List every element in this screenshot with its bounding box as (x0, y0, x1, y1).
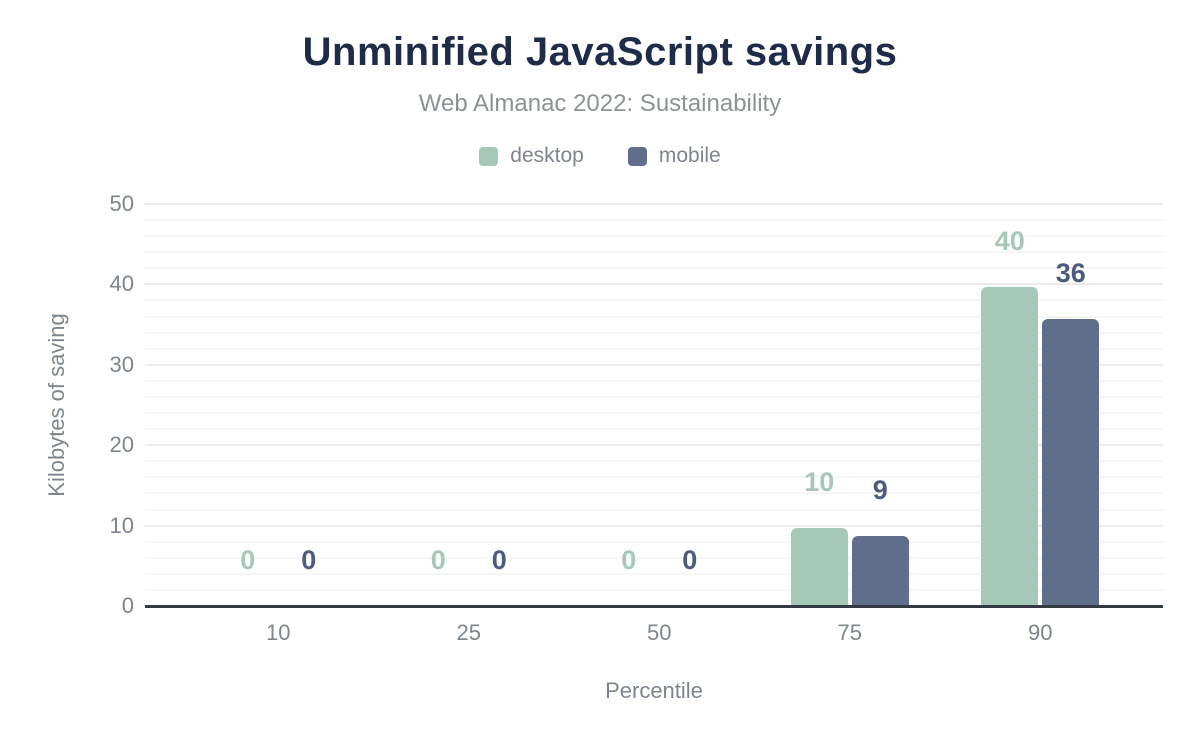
desktop-value-label: 10 (804, 467, 835, 497)
minor-gridline (145, 460, 1163, 463)
desktop-bar (981, 286, 1039, 606)
legend-label-desktop: desktop (510, 144, 584, 167)
minor-gridline (145, 572, 1163, 575)
major-gridline (145, 203, 1163, 205)
minor-gridline (145, 508, 1163, 511)
major-gridline (145, 283, 1163, 286)
minor-gridline (145, 476, 1163, 479)
chart-subtitle: Web Almanac 2022: Sustainability (418, 90, 782, 117)
mobile-value-label: 9 (872, 475, 888, 506)
desktop-value-label: 0 (240, 545, 256, 575)
y-tick-label: 0 (121, 593, 134, 618)
desktop-value-label: 0 (621, 545, 637, 575)
legend-item-mobile: mobile (627, 144, 721, 168)
x-tick-label: 25 (456, 620, 481, 645)
minor-gridline (145, 219, 1163, 222)
x-axis-line (145, 605, 1163, 608)
minor-gridline (145, 267, 1163, 270)
x-axis-title: Percentile (605, 678, 703, 703)
x-tick-label: 90 (1028, 620, 1053, 645)
legend-item-desktop: desktop (479, 144, 584, 168)
x-tick-label: 10 (266, 620, 291, 645)
minor-gridline (145, 331, 1163, 334)
desktop-value-label: 40 (994, 225, 1025, 256)
mobile-value-label: 0 (301, 545, 317, 575)
minor-gridline (145, 379, 1163, 382)
minor-gridline (145, 235, 1163, 238)
x-tick-label: 50 (647, 620, 672, 645)
minor-gridline (145, 251, 1163, 254)
major-gridline (145, 363, 1163, 366)
x-tick-label: 75 (837, 620, 862, 645)
y-tick-label: 20 (109, 432, 134, 458)
major-gridline (145, 444, 1163, 447)
legend: desktop mobile (0, 144, 1200, 168)
y-tick-label: 30 (109, 351, 134, 377)
minor-gridline (145, 315, 1163, 318)
mobile-value-label: 0 (682, 545, 698, 575)
mobile-bar (851, 536, 909, 606)
chart-title: Unminified JavaScript savings (302, 30, 898, 74)
minor-gridline (145, 299, 1163, 302)
minor-gridline (145, 428, 1163, 431)
mobile-value-label: 36 (1055, 257, 1086, 288)
mobile-swatch-icon (627, 146, 647, 166)
minor-gridline (145, 556, 1163, 559)
desktop-swatch-icon (479, 146, 499, 166)
desktop-bar (790, 528, 848, 606)
mobile-value-label: 0 (491, 545, 507, 575)
minor-gridline (145, 588, 1163, 591)
legend-label-mobile: mobile (658, 144, 721, 167)
major-gridline (145, 524, 1163, 527)
y-tick-label: 10 (109, 512, 134, 538)
minor-gridline (145, 540, 1163, 543)
minor-gridline (145, 492, 1163, 495)
minor-gridline (145, 412, 1163, 415)
minor-gridline (145, 347, 1163, 350)
y-tick-label: 40 (109, 271, 134, 297)
desktop-value-label: 0 (430, 545, 446, 575)
y-tick-label: 50 (109, 191, 134, 216)
minor-gridline (145, 395, 1163, 398)
y-axis-title: Kilobytes of saving (44, 313, 69, 497)
mobile-bar (1042, 318, 1100, 606)
